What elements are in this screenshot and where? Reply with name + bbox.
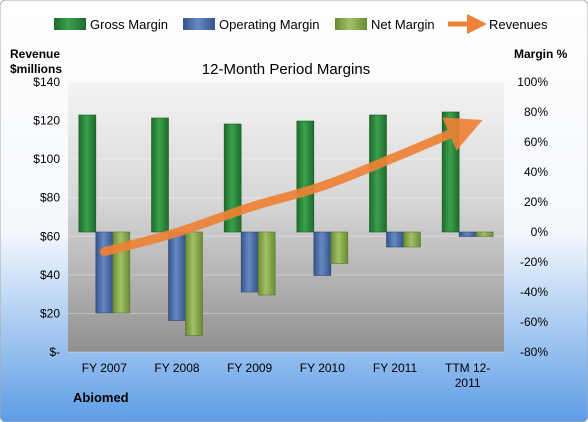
legend-swatch-gross <box>54 18 86 30</box>
operating-margin-bar <box>313 231 332 276</box>
legend-label-net: Net Margin <box>371 17 435 32</box>
left-tick-label: $120 <box>33 114 60 128</box>
right-tick-label: -80% <box>520 345 548 359</box>
left-axis: $- $20 $40 $60 $80 $100 $120 $140 <box>33 75 60 359</box>
legend-label-gross: Gross Margin <box>90 17 168 32</box>
gross-margin-bar <box>223 123 242 233</box>
right-axis: -80% -60% -40% -20% 0% 20% 40% 60% 80% 100% <box>517 75 548 359</box>
right-tick-label: 80% <box>524 105 548 119</box>
legend-swatch-operating <box>183 18 215 30</box>
category-label: FY 2010 <box>300 361 345 375</box>
company-name: Abiomed <box>73 390 129 405</box>
category-label: TTM 12-2011 <box>445 361 490 390</box>
category-label: FY 2007 <box>82 361 127 375</box>
revenues-line <box>99 117 483 257</box>
left-tick-label: $40 <box>40 268 60 282</box>
operating-margin-bar <box>458 231 477 237</box>
plot-area <box>68 82 504 352</box>
legend-label-revenues: Revenues <box>489 17 548 32</box>
operating-margin-bar <box>168 231 186 321</box>
right-tick-label: -40% <box>520 285 548 299</box>
gross-margin-bar <box>151 117 169 233</box>
right-tick-label: -60% <box>520 315 548 329</box>
gross-margin-bar <box>296 120 315 233</box>
category-axis: FY 2007 FY 2008 FY 2009 FY 2010 FY 2011 TTM 1… <box>82 361 491 390</box>
gross-margin-bar <box>369 114 387 233</box>
operating-margin-bar <box>95 231 114 314</box>
left-axis-title-line2: $millions <box>10 62 62 76</box>
category-label: FY 2008 <box>154 361 199 375</box>
left-tick-label: $- <box>49 345 60 359</box>
chart-title: 12-Month Period Margins <box>202 61 370 78</box>
net-margin-bar <box>475 231 494 237</box>
legend-swatch-net <box>335 18 367 30</box>
gross-margin-bar <box>78 114 97 233</box>
operating-margin-bar <box>386 231 404 248</box>
category-label: FY 2011 <box>373 361 418 375</box>
right-tick-label: 100% <box>517 75 548 89</box>
right-tick-label: 40% <box>524 165 548 179</box>
right-axis-title: Margin % <box>514 47 568 61</box>
left-tick-label: $80 <box>40 191 60 205</box>
left-tick-label: $60 <box>40 229 60 243</box>
legend: Gross Margin Operating Margin Net Margin… <box>54 14 548 34</box>
right-tick-label: 0% <box>531 225 549 239</box>
left-axis-title-line1: Revenue <box>10 47 60 61</box>
category-label: FY 2009 <box>227 361 272 375</box>
right-tick-label: -20% <box>520 255 548 269</box>
left-tick-label: $20 <box>40 306 60 320</box>
net-margin-bar <box>330 231 349 264</box>
left-tick-label: $100 <box>33 152 60 166</box>
net-margin-bar <box>403 231 421 248</box>
right-tick-label: 20% <box>524 195 548 209</box>
net-margin-bar <box>185 231 203 336</box>
operating-margin-bar <box>240 231 259 293</box>
net-margin-bar <box>257 231 276 296</box>
right-tick-label: 60% <box>524 135 548 149</box>
legend-label-operating: Operating Margin <box>219 17 319 32</box>
left-tick-label: $140 <box>33 75 60 89</box>
revenues-series <box>99 117 483 257</box>
